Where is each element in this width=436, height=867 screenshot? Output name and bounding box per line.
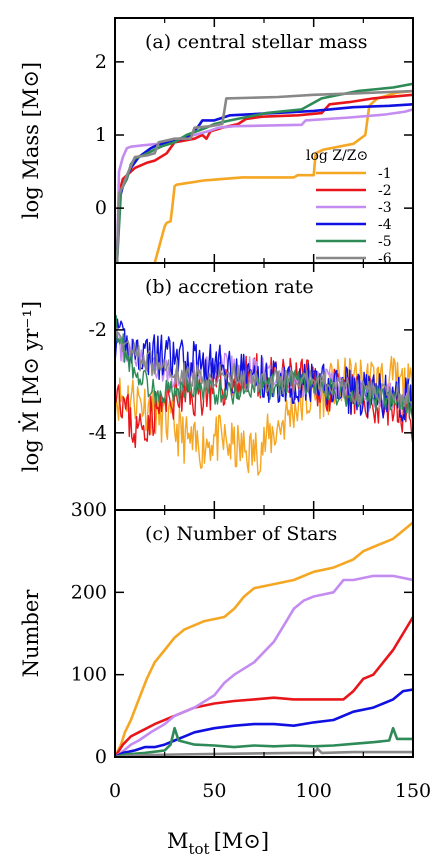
y-axis-label: Number [19,589,43,678]
y-tick-label: -2 [88,319,107,341]
y-axis-label: log Mass [M⊙] [19,62,43,219]
y-tick-label: 100 [71,664,107,686]
panel-1: 0 1 2 (a) central stellar mass log Mass [M⊙] [19,17,414,264]
plot-frame [114,17,414,264]
x-tick-label: 50 [202,780,226,802]
x-tick-label: 150 [395,780,431,802]
panels: 0 1 2 (a) central stellar mass log Mass [M⊙]… [19,17,431,802]
legend-title: log Z/Z⊙ [306,148,368,164]
series-line--1 [153,89,413,263]
series-line--1 [115,521,413,757]
x-axis-title: Mtot [M⊙] [167,829,269,858]
legend-label--6: -6 [378,251,392,267]
y-tick-label: 1 [95,124,107,146]
y-axis-label: log Ṁ [M⊙ yr⁻¹] [19,301,43,472]
series-line--2 [115,616,413,757]
panel-3: 0 50 100 150 0 100 200 300 (c) Number of Stars Nu… [19,499,431,802]
series-group [115,521,413,757]
y-tick-label: 200 [71,581,107,603]
x-axis-label: Mtot [M⊙] [167,829,269,858]
y-tick-label: 0 [95,746,107,768]
series-line--4 [115,688,413,757]
series-group [115,315,413,476]
legend: log Z/Z⊙ -1-2-3-4-5-6 [306,148,392,267]
x-axis-unit: [M⊙] [214,829,269,853]
series-line--6 [115,89,413,263]
legend-label--3: -3 [378,200,392,216]
legend-label--4: -4 [378,217,392,233]
panel-2: -4 -2 (b) accretion rate log Ṁ [M⊙ yr⁻¹] [19,262,414,511]
y-tick-label: 300 [71,499,107,521]
y-tick-label: 0 [95,197,107,219]
series-line--3 [115,108,413,263]
y-tick-label: -4 [88,422,107,444]
x-tick-label: 100 [296,780,332,802]
series-line--3 [115,574,413,757]
series-line--5 [115,315,413,420]
legend-label--2: -2 [378,183,392,199]
series-line--6 [115,327,413,409]
x-axis-symbol: M [167,829,189,853]
x-axis-subscript: tot [188,840,209,858]
panel-title: (c) Number of Stars [145,523,337,545]
series-line--5 [115,726,413,757]
x-tick-label: 0 [109,780,121,802]
panel-title: (b) accretion rate [145,276,314,298]
series-line--6 [115,747,413,757]
y-tick-label: 2 [95,51,107,73]
legend-label--1: -1 [378,166,392,182]
series-group [115,82,413,263]
legend-label--5: -5 [378,234,392,250]
plot-frame [114,509,414,758]
panel-title: (a) central stellar mass [145,31,368,53]
